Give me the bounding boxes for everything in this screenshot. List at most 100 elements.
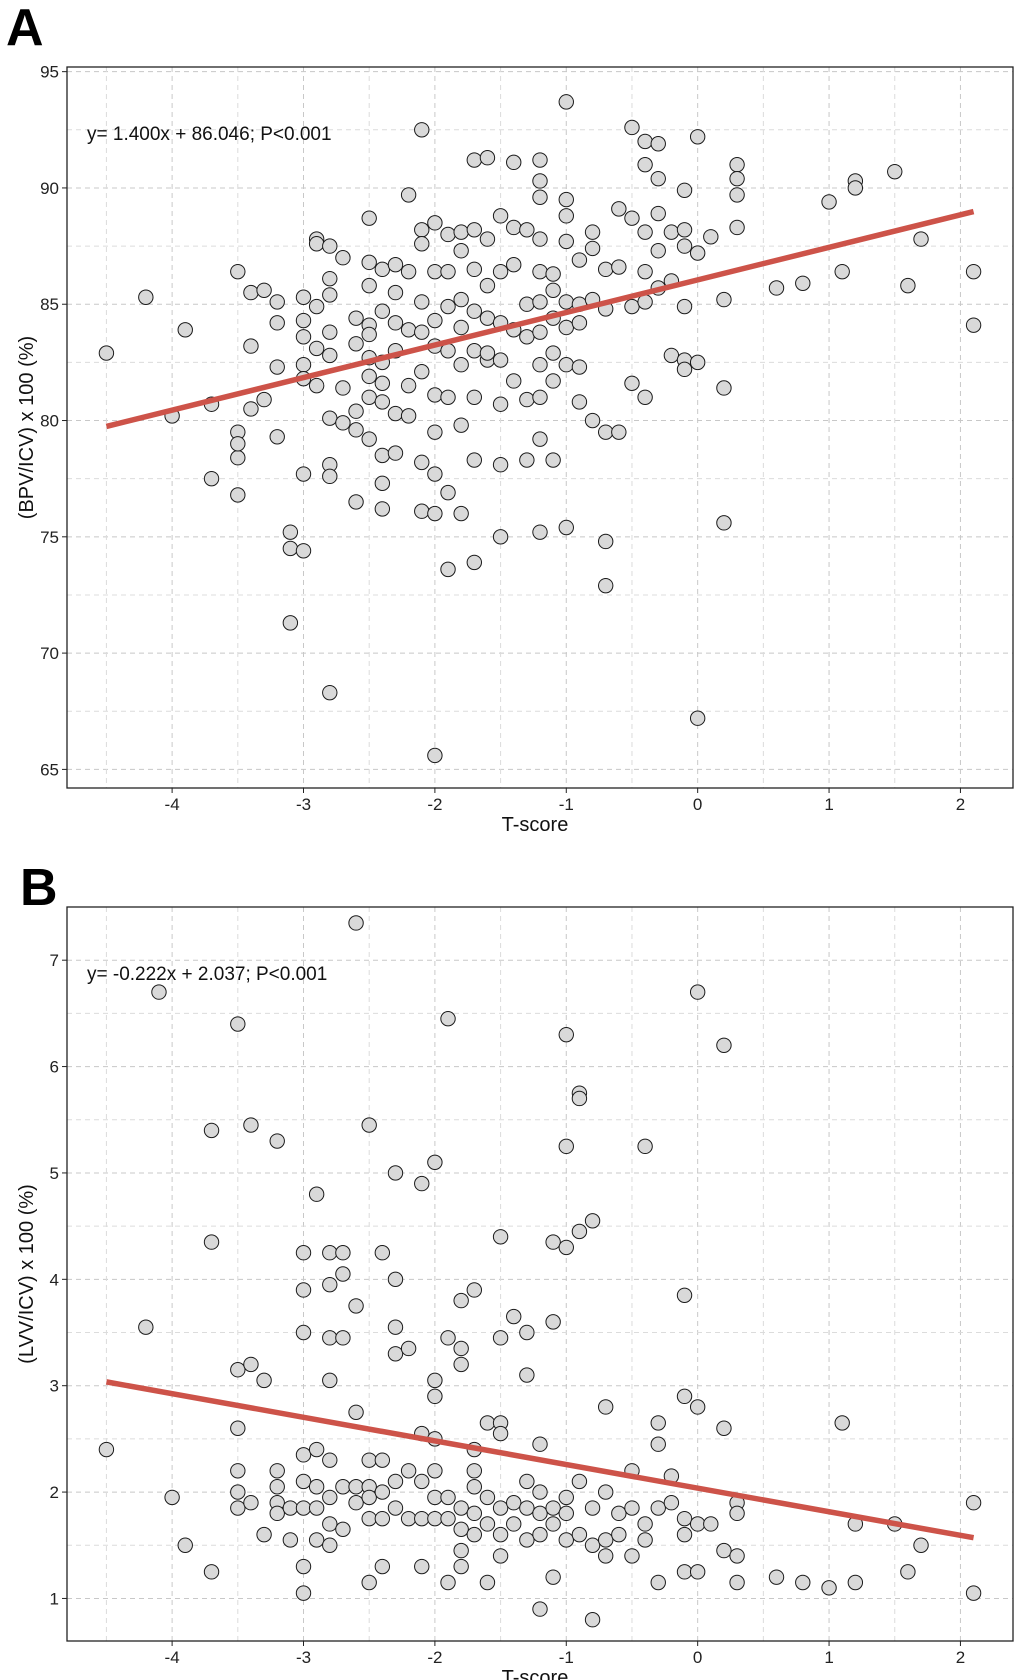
data-point: [558, 357, 574, 373]
data-point: [703, 229, 719, 245]
data-point: [716, 1037, 732, 1053]
data-point: [506, 256, 522, 273]
data-point: [308, 1186, 325, 1202]
data-point: [466, 1526, 483, 1543]
data-point: [295, 1324, 312, 1341]
data-point: [466, 343, 483, 359]
data-point: [506, 154, 522, 171]
data-point: [374, 261, 391, 278]
data-point: [453, 1558, 469, 1575]
data-point: [571, 1223, 588, 1240]
data-point: [387, 1346, 404, 1362]
y-tick-label: 90: [40, 179, 59, 198]
data-point: [532, 1601, 548, 1617]
data-point: [650, 1436, 666, 1452]
data-point: [965, 1585, 982, 1601]
data-point: [295, 312, 312, 329]
data-point: [138, 1319, 154, 1335]
data-point: [335, 415, 351, 431]
data-point: [597, 1532, 614, 1548]
data-point: [361, 389, 377, 405]
data-point: [729, 187, 745, 203]
data-point: [361, 277, 377, 294]
data-point: [624, 119, 640, 136]
data-point: [453, 224, 469, 240]
data-point: [374, 1452, 391, 1468]
data-point: [374, 1245, 391, 1261]
data-point: [597, 261, 614, 278]
data-point: [689, 984, 706, 1000]
data-point: [387, 1271, 404, 1288]
data-point: [532, 1436, 548, 1452]
data-point: [308, 1441, 325, 1458]
data-point: [558, 294, 574, 310]
data-point: [269, 1505, 285, 1522]
data-point: [532, 1526, 548, 1543]
data-point: [545, 452, 561, 468]
data-point: [295, 1447, 312, 1463]
data-point: [374, 1558, 391, 1575]
data-point: [847, 180, 864, 196]
data-point: [900, 277, 916, 294]
data-point: [479, 1489, 496, 1506]
data-point: [519, 452, 535, 468]
data-point: [427, 1489, 443, 1506]
regression-line: [105, 208, 975, 430]
panel-label-b: B: [20, 859, 58, 917]
data-point: [414, 294, 430, 310]
data-point: [151, 984, 167, 1000]
data-point: [637, 224, 653, 240]
data-point: [387, 1165, 404, 1181]
data-point: [650, 243, 666, 259]
data-point: [847, 1574, 864, 1591]
data-point: [492, 1500, 509, 1516]
data-point: [295, 1282, 312, 1298]
data-point: [269, 1463, 285, 1479]
data-point: [479, 231, 496, 247]
data-point: [466, 152, 483, 168]
data-point: [519, 296, 535, 312]
data-point: [440, 484, 456, 501]
data-point: [282, 524, 299, 540]
data-point: [532, 357, 548, 373]
data-point: [203, 1122, 220, 1139]
data-point: [322, 1452, 338, 1468]
y-axis-label: (BPV/ICV) x 100 (%): [16, 336, 38, 519]
data-point: [492, 1548, 509, 1564]
data-point: [335, 380, 351, 396]
data-point: [637, 263, 653, 280]
data-point: [322, 1276, 338, 1293]
x-axis-label: T-score: [502, 814, 569, 836]
data-point: [492, 457, 509, 473]
data-point: [545, 1314, 561, 1330]
data-point: [913, 231, 929, 247]
data-point: [650, 1415, 666, 1431]
data-point: [282, 1532, 299, 1548]
data-point: [584, 1213, 601, 1229]
data-point: [479, 1415, 496, 1431]
data-point: [887, 163, 903, 180]
data-point: [427, 263, 443, 280]
data-point: [361, 431, 377, 447]
data-point: [492, 1425, 509, 1442]
x-tick-label: -2: [427, 1648, 442, 1667]
x-tick-label: -4: [165, 1648, 180, 1667]
x-tick-label: -1: [559, 1648, 574, 1667]
data-point: [558, 1505, 574, 1522]
data-point: [348, 915, 364, 931]
y-tick-label: 85: [40, 295, 59, 314]
data-point: [611, 201, 627, 217]
data-point: [400, 187, 417, 203]
data-point: [466, 1505, 483, 1522]
data-point: [506, 1308, 522, 1325]
data-point: [965, 263, 982, 280]
data-point: [440, 389, 456, 405]
data-point: [414, 454, 430, 471]
data-point: [269, 359, 285, 375]
data-point: [177, 322, 193, 338]
y-tick-label: 2: [50, 1483, 59, 1502]
data-point: [440, 1489, 456, 1506]
data-point: [230, 487, 246, 503]
data-point: [374, 501, 391, 517]
data-point: [453, 1356, 469, 1373]
